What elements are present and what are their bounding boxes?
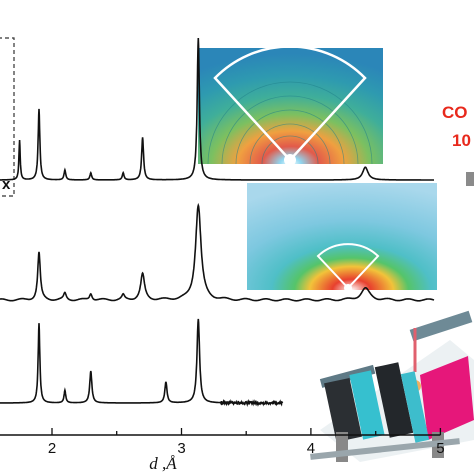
- x-axis-label: d ,Å: [149, 454, 177, 473]
- annotation-10: 10: [452, 131, 471, 150]
- series-line-1: [0, 37, 434, 181]
- sector-mask-1: [213, 45, 367, 162]
- sector-mask-2: [316, 243, 380, 290]
- inset-dashed-box: [0, 37, 15, 197]
- detector-illustration: [310, 310, 474, 462]
- series-line-2: [0, 202, 435, 302]
- arrow-stub: [466, 172, 474, 186]
- diffraction-pattern-1: [198, 45, 383, 166]
- x-tick-label: 2: [48, 440, 56, 457]
- series-line-3: [0, 318, 284, 407]
- x-tick-label: 3: [177, 440, 185, 457]
- x-axis: 2 3 4 5 d ,Å: [0, 428, 445, 473]
- annotation-co: CO: [442, 103, 468, 122]
- x-tick-label: 4: [307, 440, 315, 457]
- inset-label: x: [2, 176, 11, 193]
- x-tick-label: 5: [436, 440, 444, 457]
- diffraction-pattern-2: [247, 183, 437, 292]
